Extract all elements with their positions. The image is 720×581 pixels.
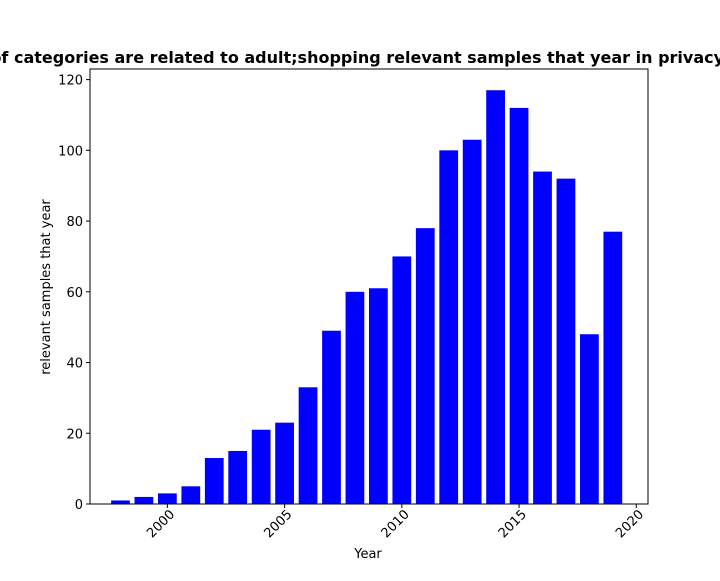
bar-2009 [369,288,388,504]
bar-2007 [322,330,341,504]
chart-title: Ratio of categories are related to adult… [0,48,720,67]
bar-2019 [603,231,623,504]
y-tick-label: 120 [58,74,83,89]
x-tick-label: 2000 [144,507,178,541]
y-tick-label: 60 [66,286,83,301]
x-tick-label: 2020 [613,507,647,541]
y-tick-label: 100 [58,144,83,159]
bar-2013 [462,139,482,505]
bar-1999 [134,496,154,504]
bar-2017 [556,178,576,504]
x-axis-ticks: 2000 2005 2010 2015 2020 [144,504,647,541]
bar-2005 [275,422,294,504]
bar-2012 [439,150,459,504]
bar-2004 [251,429,271,504]
bar-2015 [509,107,529,504]
y-axis-label: relevant samples that year [39,199,54,375]
bar-2001 [181,486,201,504]
y-tick-label: 20 [66,427,83,442]
y-tick-label: 80 [66,215,83,230]
y-tick-label: 40 [66,357,83,372]
bar-2000 [157,493,177,504]
bar-2018 [580,334,599,504]
x-axis-label: Year [353,547,382,562]
bar-2010 [392,256,412,504]
bar-2002 [204,458,224,504]
bars [111,90,623,505]
x-tick-label: 2010 [379,507,413,541]
y-axis-ticks: 0 20 40 60 80 100 120 [58,74,90,513]
bar-2003 [228,450,248,504]
bar-2011 [415,228,435,504]
bar-2006 [298,387,318,504]
bar-2008 [345,291,365,504]
bar-1998 [111,500,130,504]
bar-2014 [486,90,505,504]
x-tick-label: 2005 [261,507,295,541]
bar-2016 [533,171,552,504]
x-tick-label: 2015 [496,507,530,541]
y-tick-label: 0 [75,498,83,513]
plot-frame [89,68,649,505]
